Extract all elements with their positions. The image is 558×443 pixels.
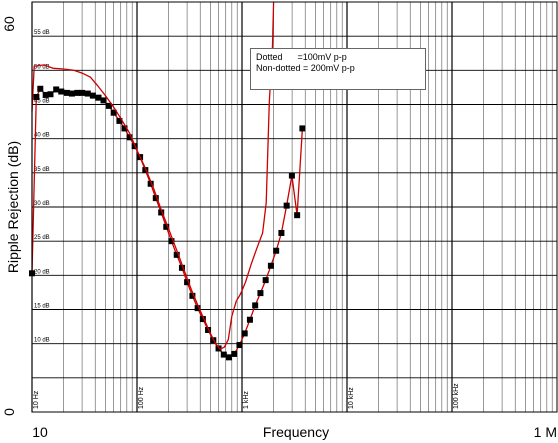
data-point	[33, 93, 40, 100]
y-tick-label-60: 60	[1, 16, 17, 32]
data-point	[110, 109, 117, 116]
data-point	[173, 251, 180, 258]
plot-frame	[31, 1, 558, 413]
series-group	[29, 1, 306, 361]
data-point	[53, 86, 60, 93]
x-tick-label-1m: 1 M	[534, 424, 557, 440]
data-point	[252, 302, 259, 309]
data-point	[273, 247, 280, 254]
data-point	[294, 212, 301, 219]
y-axis-label: Ripple Rejection (dB)	[5, 141, 21, 273]
data-point	[37, 85, 44, 92]
data-point	[63, 89, 70, 96]
data-point	[79, 89, 86, 96]
grid	[31, 2, 557, 412]
data-point	[163, 223, 170, 230]
x-axis-label: Frequency	[263, 424, 329, 440]
decade-label: 100 kHz	[453, 383, 460, 409]
data-point	[215, 345, 222, 352]
data-point	[226, 354, 233, 361]
data-point	[236, 342, 243, 349]
db-gridline-label: 20 dB	[34, 269, 50, 275]
data-point	[283, 202, 290, 209]
db-gridline-label: 15 dB	[34, 304, 50, 310]
data-point	[168, 238, 175, 245]
inner-labels: 55 dB 50 dB 45 dB 40 dB 35 dB 30 dB 25 dB 20 dB…	[33, 30, 460, 409]
data-point	[288, 172, 295, 179]
data-point	[262, 277, 269, 284]
db-gridline-label: 10 dB	[34, 338, 50, 344]
db-gridline-label: 25 dB	[34, 235, 50, 241]
data-point	[257, 290, 264, 297]
db-gridline-label: 45 dB	[34, 99, 50, 105]
data-point	[100, 97, 107, 104]
data-point	[105, 102, 112, 109]
data-point	[299, 125, 306, 132]
data-point	[68, 90, 75, 97]
data-point	[231, 350, 238, 357]
data-point	[142, 167, 149, 174]
legend-solid-entry: Non-dotted = 200mV p-p	[256, 63, 355, 73]
data-point	[278, 229, 285, 236]
data-point	[116, 117, 123, 124]
decade-label: 10 Hz	[33, 390, 40, 409]
data-point	[246, 316, 253, 323]
data-point	[58, 88, 65, 95]
data-point	[178, 264, 185, 271]
data-point	[189, 292, 196, 299]
db-gridline-label: 30 dB	[34, 201, 50, 207]
data-point	[267, 262, 274, 269]
data-point	[220, 351, 227, 358]
db-gridline-label: 40 dB	[34, 133, 50, 139]
data-point	[74, 89, 81, 96]
decade-label: 100 Hz	[138, 386, 145, 409]
data-point	[241, 330, 248, 337]
data-point	[147, 180, 154, 187]
data-point	[152, 195, 159, 202]
data-point	[89, 92, 96, 99]
data-point	[121, 125, 128, 132]
data-point	[194, 305, 201, 312]
legend: Dotted =100mV p-p Non-dotted = 200mV p-p	[250, 48, 426, 90]
db-gridline-label: 35 dB	[34, 167, 50, 173]
data-point	[126, 134, 133, 141]
legend-dotted-entry: Dotted =100mV p-p	[256, 52, 347, 62]
data-point	[184, 279, 191, 286]
data-point	[47, 91, 54, 98]
db-gridline-label: 50 dB	[34, 64, 50, 70]
data-point	[42, 91, 49, 98]
data-point	[199, 316, 206, 323]
decade-label: 1 kHz	[243, 391, 250, 409]
decade-label: 10 kHz	[348, 387, 355, 409]
db-gridline-label: 55 dB	[34, 30, 50, 36]
x-tick-label-10: 10	[32, 424, 48, 440]
series-line-solid	[31, 1, 275, 350]
y-tick-label-0: 0	[1, 408, 17, 416]
data-point	[158, 209, 165, 216]
data-point	[205, 327, 212, 333]
series-line-dotted	[31, 87, 304, 359]
data-point	[95, 94, 102, 101]
data-point	[84, 90, 91, 97]
